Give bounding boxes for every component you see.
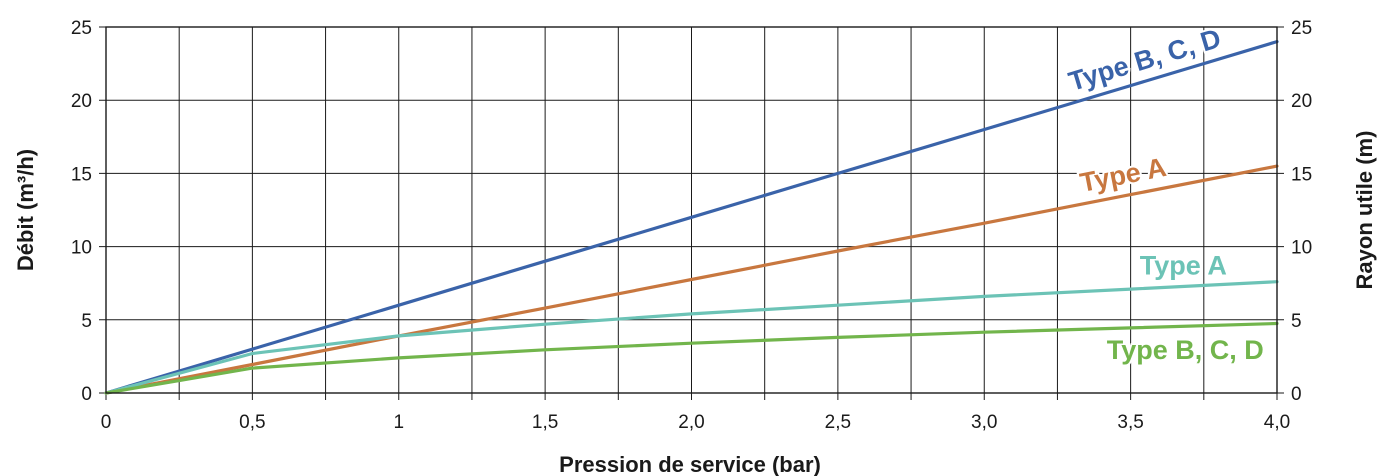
- y-tick-label: 25: [71, 18, 92, 39]
- series-line-3: [104, 280, 1279, 395]
- y-tick-label: 10: [71, 238, 92, 259]
- x-axis-ticks: 0 0,5 1 1,5 2,0 2,5 3,0 3,5 4,0: [101, 412, 1291, 433]
- x-tick-label: 0,5: [239, 412, 265, 433]
- x-tick-label: 2,0: [678, 412, 704, 433]
- y2-tick-label: 0: [1291, 384, 1302, 405]
- x-tick-label: 1: [393, 412, 404, 433]
- y2-axis-ticks: 0 5 10 15 20 25: [1291, 18, 1312, 405]
- x-tick-label: 3,5: [1117, 412, 1143, 433]
- plot-frame: [105, 26, 1278, 394]
- y2-tick-label: 15: [1291, 164, 1312, 185]
- x-tick-label: 2,5: [825, 412, 851, 433]
- x-tick-label: 3,0: [971, 412, 997, 433]
- y2-tick-label: 25: [1291, 18, 1312, 39]
- y2-tick-label: 10: [1291, 238, 1312, 259]
- series-line-1: [104, 39, 1279, 395]
- y-tick-label: 5: [81, 311, 92, 332]
- x-tick-label: 0: [101, 412, 112, 433]
- series-lines: [104, 39, 1279, 395]
- series-label-4: Type B, C, D: [1107, 335, 1264, 365]
- series-line-4: [104, 321, 1279, 395]
- x-tick-label: 1,5: [532, 412, 558, 433]
- series-line-2: [104, 164, 1279, 395]
- series-label-1: Type B, C, D: [1065, 23, 1224, 97]
- x-axis-title: Pression de service (bar): [559, 452, 821, 476]
- y2-axis-title: Rayon utile (m): [1352, 131, 1377, 290]
- y2-tick-label: 5: [1291, 311, 1302, 332]
- series-label-3: Type A: [1140, 250, 1227, 280]
- y-tick-label: 20: [71, 91, 92, 112]
- y-tick-label: 0: [81, 384, 92, 405]
- y-tick-label: 15: [71, 164, 92, 185]
- y-axis-title: Débit (m³/h): [13, 149, 38, 271]
- x-tick-label: 4,0: [1264, 412, 1290, 433]
- y2-tick-label: 20: [1291, 91, 1312, 112]
- y-axis-ticks: 0 5 10 15 20 25: [71, 18, 92, 405]
